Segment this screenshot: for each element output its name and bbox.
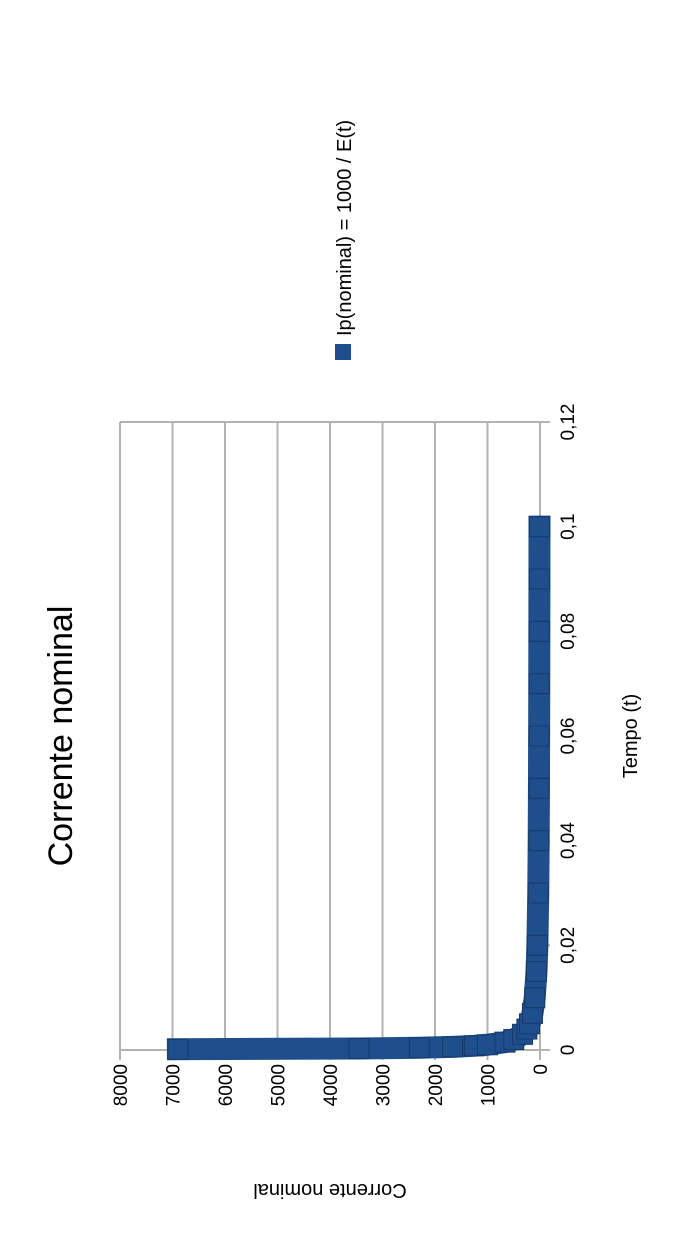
data-point xyxy=(441,1036,463,1058)
data-point xyxy=(167,1038,189,1060)
x-tick-label: 0,1 xyxy=(558,513,579,539)
legend-label: Ip(nominal) = 1000 / E(t) xyxy=(334,120,356,336)
y-tick-label: 5000 xyxy=(269,1064,290,1106)
data-point xyxy=(528,777,550,799)
data-point xyxy=(408,1037,430,1059)
data-point xyxy=(526,934,548,956)
y-tick-label: 1000 xyxy=(479,1064,500,1106)
chart-title: Corrente nominal xyxy=(42,606,80,867)
data-point xyxy=(528,725,550,747)
data-point xyxy=(528,620,550,642)
grid xyxy=(119,421,540,1050)
data-point xyxy=(528,516,550,538)
data-series xyxy=(166,515,551,1061)
x-tick-label: 0,06 xyxy=(558,718,579,755)
y-tick-label: 7000 xyxy=(164,1064,185,1106)
y-tick-label: 8000 xyxy=(111,1064,132,1106)
x-tick-label: 0,12 xyxy=(558,404,579,441)
y-axis-title: Corrente nominal xyxy=(253,1179,406,1201)
legend-swatch xyxy=(335,344,351,360)
axes xyxy=(119,421,550,1060)
legend: Ip(nominal) = 1000 / E(t) xyxy=(334,120,356,360)
y-tick-label: 2000 xyxy=(426,1064,447,1106)
data-point xyxy=(528,568,550,590)
y-tick-label: 0 xyxy=(531,1064,552,1075)
data-point xyxy=(528,673,550,695)
x-axis-title: Tempo (t) xyxy=(620,694,642,778)
data-point xyxy=(525,961,547,982)
y-tick-label: 6000 xyxy=(216,1064,237,1106)
tick-labels: 0 1000 2000 3000 4000 5000 6000 7000 8000 0 0,02 0,… xyxy=(111,404,579,1107)
data-point xyxy=(524,987,546,1009)
x-tick-label: 0 xyxy=(558,1045,579,1056)
x-tick-label: 0,08 xyxy=(558,613,579,650)
data-point xyxy=(527,882,549,904)
series-curve xyxy=(166,515,551,1061)
data-point xyxy=(528,830,550,852)
y-tick-label: 3000 xyxy=(374,1064,395,1106)
y-tick-label: 4000 xyxy=(321,1064,342,1106)
data-point xyxy=(348,1037,370,1059)
x-tick-label: 0,02 xyxy=(558,927,579,964)
x-tick-label: 0,04 xyxy=(558,822,579,859)
